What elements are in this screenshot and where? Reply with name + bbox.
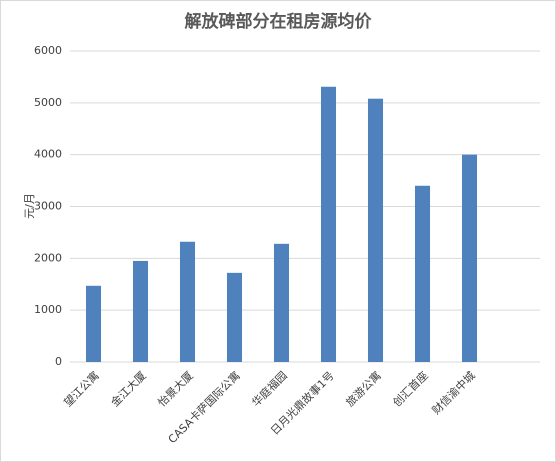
y-tick-label: 2000 — [34, 251, 62, 264]
y-tick-label: 5000 — [34, 96, 62, 109]
bar — [179, 241, 196, 362]
y-axis-label: 元/月 — [23, 193, 36, 219]
chart-title: 解放碑部分在租房源均价 — [185, 11, 373, 32]
y-tick-label: 1000 — [34, 303, 62, 316]
bar — [85, 285, 102, 362]
bar — [367, 98, 384, 362]
bar — [273, 243, 290, 362]
bar — [461, 154, 478, 362]
bar — [414, 185, 431, 362]
y-tick-label: 6000 — [34, 44, 62, 57]
bar — [132, 260, 149, 362]
y-tick-label: 0 — [55, 355, 62, 368]
bar — [226, 272, 243, 362]
bar — [320, 86, 337, 362]
y-tick-label: 3000 — [34, 200, 62, 213]
y-tick-label: 4000 — [34, 148, 62, 161]
